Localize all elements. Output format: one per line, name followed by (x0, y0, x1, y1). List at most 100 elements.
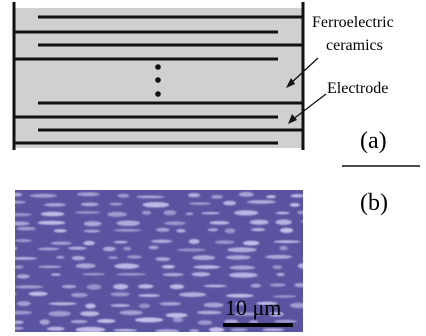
label-ceramics-line2: ceramics (326, 37, 383, 54)
grain (48, 311, 71, 317)
grain (256, 301, 278, 305)
grain (269, 312, 284, 317)
grain (228, 272, 258, 278)
grain (68, 246, 87, 250)
grain (50, 241, 72, 245)
grain (249, 219, 269, 225)
grain (74, 211, 101, 214)
grain (187, 193, 201, 198)
grain (61, 284, 77, 289)
grain (114, 263, 140, 269)
grain (280, 227, 294, 233)
grain (136, 195, 165, 199)
grain (28, 291, 48, 296)
grain (75, 326, 106, 332)
grain (279, 246, 288, 251)
grain (302, 312, 303, 314)
grain (227, 247, 257, 253)
grain (81, 202, 99, 207)
grain (230, 328, 248, 332)
grain (162, 273, 184, 277)
grain (15, 221, 30, 226)
grain (37, 247, 60, 251)
grain (250, 283, 262, 288)
grain (233, 312, 261, 316)
grain (15, 213, 32, 217)
grain (113, 283, 129, 290)
grain (113, 329, 137, 332)
ellipsis-dot (155, 64, 161, 70)
grain (15, 285, 44, 289)
grain (290, 302, 303, 308)
grain (289, 203, 300, 207)
grain (110, 304, 131, 307)
grain (15, 192, 23, 197)
grain (272, 265, 283, 270)
label-ceramics-line1: Ferroelectric (312, 14, 394, 31)
grain (203, 302, 224, 308)
grain (211, 195, 223, 199)
grain (80, 311, 100, 317)
grain (297, 263, 303, 269)
grain (117, 193, 130, 198)
grain (15, 320, 24, 324)
electrode-arrow (291, 93, 327, 121)
grain (40, 211, 65, 217)
grain (234, 302, 246, 306)
grain (243, 240, 260, 246)
grain (223, 319, 239, 324)
grain (297, 210, 303, 215)
grain (15, 265, 24, 269)
panel-label-b: (b) (360, 190, 388, 216)
ceramics-arrow (289, 57, 319, 85)
grain (39, 319, 50, 325)
grain (275, 211, 290, 215)
grain (85, 303, 96, 309)
grain (83, 240, 95, 246)
grain (102, 246, 116, 252)
grain (123, 246, 132, 251)
grain (274, 319, 297, 323)
grain (15, 257, 38, 260)
grain (229, 265, 256, 270)
grain (48, 302, 77, 306)
grain (207, 228, 219, 232)
grain (163, 221, 186, 226)
grain (209, 221, 230, 225)
grain (113, 229, 142, 232)
grain (15, 200, 26, 204)
grain (176, 228, 186, 233)
grain (225, 293, 254, 298)
grain (188, 202, 211, 205)
grain (71, 292, 88, 298)
grain (71, 256, 86, 261)
multilayer-schematic (12, 2, 305, 150)
grain (151, 239, 173, 243)
grain (77, 192, 100, 197)
grain (188, 239, 200, 244)
grain (15, 326, 24, 330)
grain (251, 228, 266, 232)
grain (234, 210, 259, 216)
label-electrode: Electrode (327, 80, 388, 97)
grain (15, 239, 32, 243)
grain (197, 320, 213, 325)
grain (134, 317, 164, 323)
grain (156, 227, 170, 232)
grain (224, 228, 236, 234)
grain (70, 320, 88, 324)
grain (300, 220, 303, 223)
grain (108, 256, 119, 260)
grain (196, 310, 222, 315)
panel-label-a: (a) (360, 128, 387, 154)
grain (159, 302, 182, 306)
grain (276, 272, 285, 277)
grain (172, 317, 184, 323)
electrode-arrowhead (288, 114, 297, 124)
grain (137, 284, 154, 289)
grain (96, 319, 116, 323)
grain (275, 219, 292, 225)
grain (176, 248, 206, 252)
grain (82, 273, 105, 276)
